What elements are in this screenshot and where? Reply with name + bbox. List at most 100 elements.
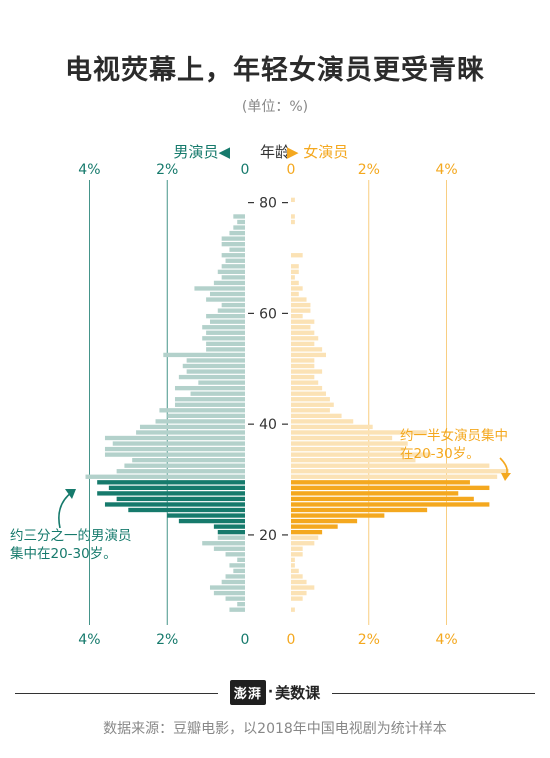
female-tick-label-bottom: 0 (287, 632, 296, 648)
female-bar (291, 491, 459, 496)
chart-title: 电视荧幕上，年轻女演员更受青睐 (65, 55, 485, 86)
female-bar (291, 535, 319, 540)
male-bar (97, 480, 246, 485)
female-bar (291, 574, 303, 579)
logo-separator: · (267, 684, 274, 700)
male-arrowhead (65, 489, 76, 499)
male-bar (213, 280, 245, 286)
male-annotation-arrow (58, 491, 73, 529)
male-tick-label-bottom: 4% (78, 632, 100, 648)
female-bar (291, 275, 295, 280)
male-bar (167, 513, 245, 518)
male-bar (97, 491, 246, 496)
female-arrowhead (501, 473, 511, 481)
age-tick-label: 80 (259, 196, 277, 212)
female-bar (291, 485, 490, 491)
male-bar (136, 430, 245, 435)
male-bar (225, 596, 245, 601)
female-bar (291, 374, 315, 380)
female-bar (291, 430, 428, 435)
female-bar (291, 518, 358, 524)
female-bar (291, 347, 323, 352)
female-bar (291, 457, 416, 463)
female-bar (291, 325, 311, 330)
male-bar (186, 358, 245, 363)
male-bar (229, 563, 245, 568)
male-bar (221, 264, 245, 269)
age-tick-label: 60 (259, 306, 277, 322)
male-bar (206, 330, 245, 335)
male-bar (85, 474, 245, 479)
female-bar (291, 529, 323, 535)
male-bar (167, 413, 245, 419)
female-bar (291, 502, 490, 507)
male-bar (237, 219, 245, 225)
female-bar (291, 291, 299, 297)
male-bar (217, 535, 245, 540)
female-tick-label-top: 0 (287, 162, 296, 178)
female-bar (291, 463, 490, 468)
male-bar (217, 269, 245, 275)
male-bar (206, 347, 245, 352)
age-tick-label: 40 (259, 417, 277, 433)
female-bar (291, 264, 299, 269)
male-bar (104, 446, 246, 452)
male-tick-label-bottom: 2% (156, 632, 178, 648)
female-bar (291, 474, 498, 479)
female-annotation-line2: 在20-30岁。 (400, 446, 480, 462)
female-bar (291, 336, 319, 341)
legend-female: ▶ 女演员 (287, 143, 349, 161)
female-bar (291, 214, 295, 219)
male-bar (221, 302, 245, 308)
female-bar (291, 480, 470, 485)
male-bar (132, 457, 245, 463)
female-bar (291, 541, 315, 546)
male-bar (178, 374, 245, 380)
male-bar (116, 496, 245, 502)
female-bar (291, 568, 299, 574)
male-bar (213, 590, 245, 596)
female-tick-label-top: 2% (358, 162, 380, 178)
female-bar (291, 330, 315, 335)
male-bar (213, 524, 245, 529)
male-bar (174, 402, 245, 407)
male-bar (174, 385, 245, 391)
female-bar (291, 469, 509, 474)
male-bar (186, 369, 245, 374)
male-tick-label-bottom: 0 (241, 632, 250, 648)
age-tick-label: 20 (259, 528, 277, 544)
logo-text: 美数课 (275, 683, 321, 702)
male-bar (233, 568, 245, 574)
male-annotation-line2: 集中在20-30岁。 (10, 546, 117, 562)
male-bar (209, 585, 245, 590)
female-bar (291, 408, 330, 413)
male-bar (221, 579, 245, 585)
male-bar (229, 230, 245, 236)
female-bar (291, 302, 311, 308)
male-tick-label-top: 4% (78, 162, 100, 178)
male-bar (190, 391, 245, 396)
female-bar (291, 219, 295, 225)
female-bar (291, 413, 342, 419)
female-bar (291, 441, 408, 446)
female-bar (291, 341, 315, 347)
male-annotation: 约三分之一的男演员 集中在20-30岁。 (10, 527, 132, 563)
male-bar (221, 241, 245, 247)
female-bar (291, 552, 303, 557)
male-bar (202, 325, 245, 330)
male-bar (221, 275, 245, 280)
female-bar (291, 358, 315, 363)
female-tick-label-bottom: 2% (358, 632, 380, 648)
male-bar (108, 485, 245, 491)
male-bar (225, 552, 245, 557)
male-bar (221, 253, 245, 258)
female-bar (291, 546, 303, 551)
female-bar (291, 507, 428, 513)
legend-age: 年龄 (259, 143, 290, 161)
data-source: 数据来源：豆瓣电影，以2018年中国电视剧为统计样本 (103, 721, 447, 737)
female-bar (291, 557, 295, 563)
female-annotation: 约一半女演员集中 在20-30岁。 (400, 427, 508, 463)
male-bar (182, 363, 245, 369)
female-tick-label-bottom: 4% (435, 632, 457, 648)
male-bar (104, 452, 246, 457)
